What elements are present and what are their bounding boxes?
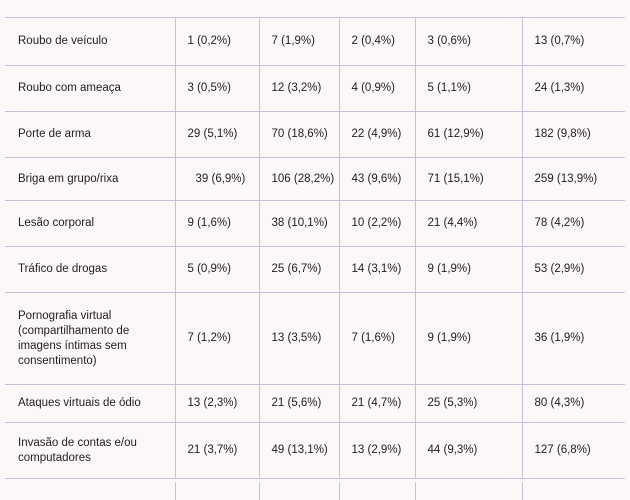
table-cell: 53 (2,9%) [521,246,625,293]
table-cell: 22 (4,9%) [338,111,416,158]
table-continuation [5,482,625,500]
table-row: Invasão de contas e/ou computadores 21 (… [5,422,625,479]
table-cell: 25 (6,7%) [258,246,340,293]
table-cell: 44 (9,3%) [414,422,523,479]
table-cell: 21 (3,7%) [174,422,260,479]
column-divider [175,482,176,500]
table-cell: 9 (1,9%) [414,292,523,385]
row-label: Roubo de veículo [5,17,176,66]
table-cell: 29 (5,1%) [174,111,260,158]
row-label: Tráfico de drogas [5,246,176,293]
table-cell: 24 (1,3%) [521,65,625,112]
column-divider [522,482,523,500]
row-label: Lesão corporal [5,200,176,247]
table-row: Porte de arma 29 (5,1%) 70 (18,6%) 22 (4… [5,111,625,158]
table-cell: 3 (0,5%) [174,65,260,112]
table-cell: 1 (0,2%) [174,17,260,66]
table-cell: 12 (3,2%) [258,65,340,112]
table-cell: 127 (6,8%) [521,422,625,479]
table-cell: 13 (0,7%) [521,17,625,66]
table-cell: 106 (28,2%) [258,157,340,201]
table-cell: 49 (13,1%) [258,422,340,479]
column-divider [415,482,416,500]
table-cell: 3 (0,6%) [414,17,523,66]
row-label: Roubo com ameaça [5,65,176,112]
table-cell: 2 (0,4%) [338,17,416,66]
data-table: Roubo de veículo 1 (0,2%) 7 (1,9%) 2 (0,… [5,17,625,479]
table-cell: 14 (3,1%) [338,246,416,293]
table-cell: 4 (0,9%) [338,65,416,112]
table-cell: 259 (13,9%) [521,157,625,201]
table-cell: 71 (15,1%) [414,157,523,201]
table-cell: 9 (1,9%) [414,246,523,293]
table-cell: 21 (4,4%) [414,200,523,247]
table-row: Briga em grupo/rixa 39 (6,9%) 106 (28,2%… [5,157,625,201]
table-cell: 25 (5,3%) [414,384,523,423]
table-cell: 38 (10,1%) [258,200,340,247]
table-cell: 10 (2,2%) [338,200,416,247]
table-row: Pornografia virtual (compartilhamento de… [5,292,625,385]
table-cell: 36 (1,9%) [521,292,625,385]
column-divider [259,482,260,500]
table-row: Lesão corporal 9 (1,6%) 38 (10,1%) 10 (2… [5,200,625,247]
table-cell: 43 (9,6%) [338,157,416,201]
row-label: Briga em grupo/rixa [5,157,176,201]
table-cell: 21 (4,7%) [338,384,416,423]
table-row: Tráfico de drogas 5 (0,9%) 25 (6,7%) 14 … [5,246,625,293]
row-label: Porte de arma [5,111,176,158]
table-cell: 7 (1,6%) [338,292,416,385]
table-cell: 9 (1,6%) [174,200,260,247]
table-cell: 80 (4,3%) [521,384,625,423]
table-cell: 70 (18,6%) [258,111,340,158]
column-divider [339,482,340,500]
table-cell: 39 (6,9%) [174,157,260,201]
table-cell: 5 (0,9%) [174,246,260,293]
table-cell: 61 (12,9%) [414,111,523,158]
table-cell: 182 (9,8%) [521,111,625,158]
table-cell: 21 (5,6%) [258,384,340,423]
row-label: Invasão de contas e/ou computadores [5,422,176,479]
table-cell: 13 (3,5%) [258,292,340,385]
table-cell: 7 (1,9%) [258,17,340,66]
table-cell: 7 (1,2%) [174,292,260,385]
table-row: Ataques virtuais de ódio 13 (2,3%) 21 (5… [5,384,625,423]
table-cell: 78 (4,2%) [521,200,625,247]
table-cell: 5 (1,1%) [414,65,523,112]
row-label: Pornografia virtual (compartilhamento de… [5,292,176,385]
table-cell: 13 (2,3%) [174,384,260,423]
table-row: Roubo com ameaça 3 (0,5%) 12 (3,2%) 4 (0… [5,65,625,112]
row-label: Ataques virtuais de ódio [5,384,176,423]
table-row: Roubo de veículo 1 (0,2%) 7 (1,9%) 2 (0,… [5,17,625,66]
table-cell: 13 (2,9%) [338,422,416,479]
